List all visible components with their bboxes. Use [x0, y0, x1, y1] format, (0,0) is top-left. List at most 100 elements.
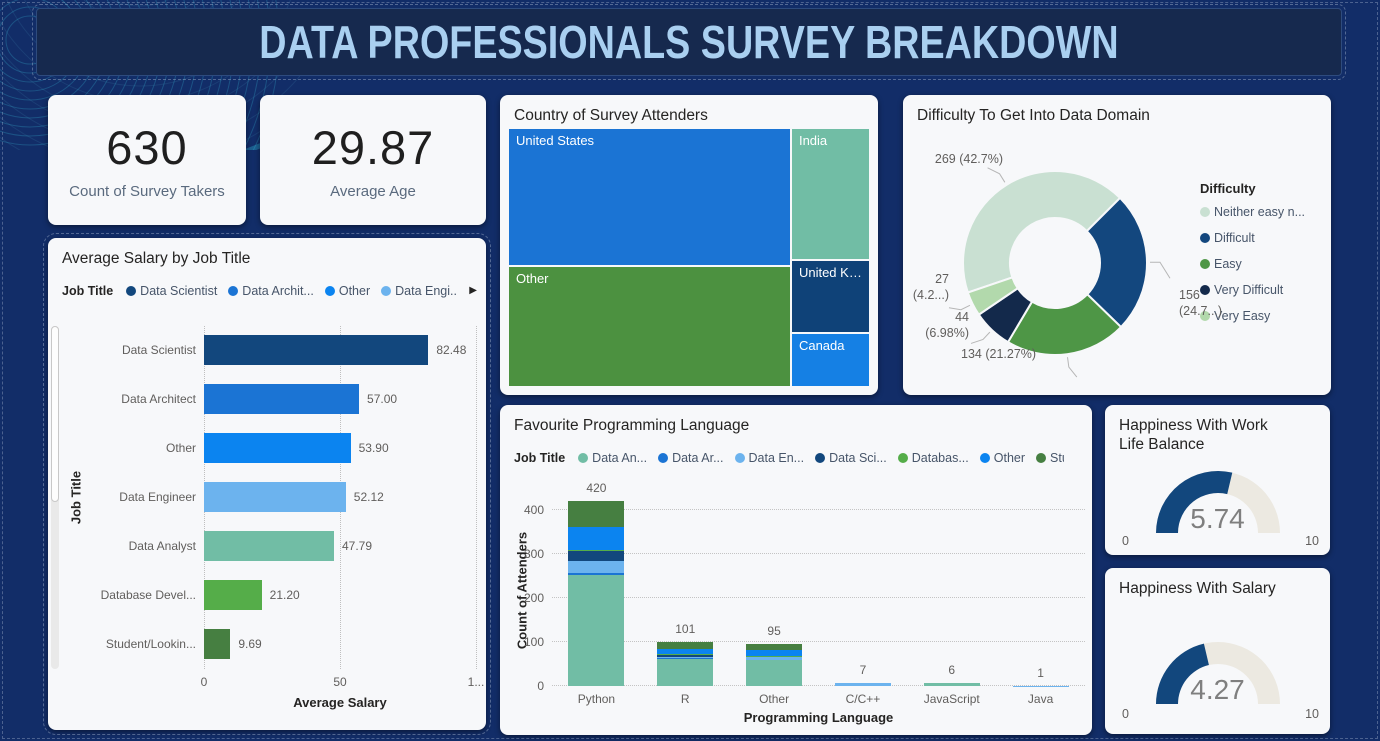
- bar-student-lookin[interactable]: [204, 629, 231, 659]
- legend-item-label: Other: [993, 451, 1026, 465]
- treemap-tile-united-kin[interactable]: United Kin...: [791, 260, 869, 332]
- legend-item-other[interactable]: Other: [979, 451, 1026, 465]
- callout-leader-line: [1067, 357, 1078, 378]
- callout-line: (6.98%): [925, 326, 969, 341]
- stacked-bar-r[interactable]: [657, 641, 714, 686]
- legend-item-label: Data Ar...: [672, 451, 724, 465]
- treemap-tile-united-states[interactable]: United States: [509, 129, 790, 266]
- treemap-tile-canada[interactable]: Canada: [791, 333, 869, 386]
- donut-legend-item-easy[interactable]: Easy: [1200, 257, 1305, 271]
- donut-slice-very-easy[interactable]: [966, 276, 1020, 317]
- segment-databas[interactable]: [746, 655, 803, 657]
- treemap-tile-other[interactable]: Other: [509, 267, 790, 386]
- stacked-bar-other[interactable]: [746, 644, 803, 686]
- segment-databas[interactable]: [657, 654, 714, 656]
- segment-student[interactable]: [568, 501, 625, 527]
- country-treemap-card: Country of Survey Attenders United State…: [500, 95, 878, 395]
- gauge-title-salary: Happiness With Salary: [1119, 580, 1276, 597]
- legend-dot-icon: [1036, 453, 1047, 463]
- legend-item-label: Student...: [1050, 451, 1064, 465]
- bar-value-label: 53.90: [358, 441, 389, 455]
- segment-other[interactable]: [657, 648, 714, 655]
- treemap-tile-india[interactable]: India: [791, 129, 869, 259]
- segment-data-en[interactable]: [834, 682, 891, 686]
- gridline-horizontal: [552, 553, 1085, 554]
- kpi-value-average-age: 29.87: [311, 121, 435, 174]
- legend-item-data-en[interactable]: Data En...: [734, 451, 805, 465]
- y-axis-tick-label: 100: [523, 635, 544, 649]
- legend-item-label: Data En...: [748, 451, 805, 465]
- salary-chart-scrollbar[interactable]: [51, 326, 59, 669]
- scrollbar-thumb[interactable]: [51, 326, 59, 502]
- legend-more-icon[interactable]: ▶: [469, 285, 477, 296]
- donut-legend-item-difficult[interactable]: Difficult: [1200, 231, 1305, 245]
- legend-item-data-archit[interactable]: Data Archit...: [228, 284, 314, 298]
- legend-item-student[interactable]: Student...: [1036, 451, 1064, 465]
- callout-leader-line: [1149, 261, 1171, 279]
- segment-databas[interactable]: [568, 549, 625, 551]
- segment-student[interactable]: [657, 641, 714, 649]
- gauge-min-label: 0: [1122, 707, 1129, 721]
- bar-data-engineer[interactable]: [204, 482, 346, 512]
- bar-data-scientist[interactable]: [204, 335, 429, 365]
- donut-slice-neither-easy-n[interactable]: [962, 170, 1122, 294]
- segment-data-ar[interactable]: [657, 657, 714, 659]
- legend-dot-icon: [815, 453, 826, 463]
- segment-data-en[interactable]: [746, 657, 803, 660]
- stacked-bar-python[interactable]: [568, 501, 625, 686]
- segment-data-sci[interactable]: [657, 655, 714, 657]
- y-axis-tick-label: 200: [523, 591, 544, 605]
- stacked-bar-javascript[interactable]: [923, 683, 980, 686]
- segment-data-en[interactable]: [568, 560, 625, 573]
- legend-item-label: Difficult: [1214, 231, 1255, 245]
- segment-data-ar[interactable]: [746, 659, 803, 661]
- donut-slice-difficult[interactable]: [1085, 196, 1148, 329]
- legend-item-data-engi[interactable]: Data Engi...: [381, 284, 458, 298]
- segment-other[interactable]: [568, 526, 625, 550]
- callout-line: 27: [935, 272, 949, 286]
- segment-data-an[interactable]: [568, 574, 625, 686]
- segment-data-an[interactable]: [746, 660, 803, 686]
- legend-dot-icon: [979, 453, 990, 463]
- legend-item-label: Very Difficult: [1214, 283, 1284, 297]
- x-axis-category-c-c: C/C++: [845, 692, 881, 706]
- donut-legend-item-neither-easy-n[interactable]: Neither easy n...: [1200, 205, 1305, 219]
- segment-data-sci[interactable]: [746, 656, 803, 658]
- y-axis-tick-label: 400: [523, 503, 544, 517]
- callout-line: (4.2...): [912, 288, 949, 303]
- bar-data-analyst[interactable]: [204, 531, 334, 561]
- legend-item-data-sci[interactable]: Data Sci...: [815, 451, 887, 465]
- donut-slice-easy[interactable]: [1006, 292, 1123, 356]
- legend-item-data-scientist[interactable]: Data Scientist: [126, 284, 217, 298]
- segment-data-en[interactable]: [657, 656, 714, 658]
- bar-data-architect[interactable]: [204, 384, 360, 414]
- segment-data-an[interactable]: [923, 683, 980, 686]
- page-title: DATA PROFESSIONALS SURVEY BREAKDOWN: [259, 16, 1119, 68]
- category-label-database-devel: Database Devel...: [100, 588, 196, 602]
- segment-data-an[interactable]: [657, 658, 714, 686]
- legend-item-other[interactable]: Other: [324, 284, 371, 298]
- x-axis-tick-label: 50: [333, 675, 347, 689]
- bar-database-devel[interactable]: [204, 580, 262, 610]
- callout-leader-line: [948, 304, 971, 311]
- bar-other[interactable]: [204, 433, 351, 463]
- segment-data-sci[interactable]: [568, 550, 625, 561]
- gauge-arc-salary: [1156, 642, 1280, 704]
- legend-item-label: Other: [338, 284, 371, 298]
- segment-data-ar[interactable]: [568, 572, 625, 575]
- language-stacked-chart-card: Favourite Programming Language Job Title…: [500, 405, 1092, 735]
- stacked-bar-c-c[interactable]: [834, 682, 891, 686]
- bar-total-label: 1: [1037, 665, 1044, 680]
- segment-student[interactable]: [746, 644, 803, 651]
- legend-item-databas[interactable]: Databas...: [897, 451, 969, 465]
- segment-other[interactable]: [746, 650, 803, 656]
- callout-line: (24.7...): [1179, 304, 1223, 319]
- legend-dot-icon: [1200, 207, 1210, 217]
- legend-item-data-ar[interactable]: Data Ar...: [658, 451, 724, 465]
- donut-legend-item-very-difficult[interactable]: Very Difficult: [1200, 283, 1305, 297]
- legend-item-label: Databas...: [911, 451, 969, 465]
- legend-item-data-an[interactable]: Data An...: [578, 451, 647, 465]
- donut-legend-item-very-easy[interactable]: Very Easy: [1200, 309, 1305, 323]
- gauge-max-label: 10: [1305, 707, 1319, 721]
